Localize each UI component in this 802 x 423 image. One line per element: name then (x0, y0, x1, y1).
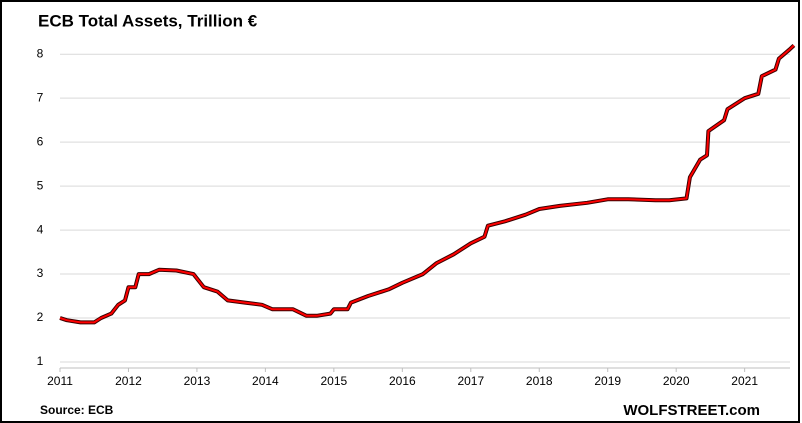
credit: WOLFSTREET.com (623, 402, 760, 419)
x-tick-label: 2019 (594, 374, 621, 388)
x-tick-label: 2012 (115, 374, 142, 388)
x-tick-label: 2021 (731, 374, 758, 388)
x-tick-label: 2018 (526, 374, 553, 388)
y-tick-label: 4 (37, 222, 44, 236)
y-tick-label: 7 (37, 90, 44, 104)
x-tick-label: 2017 (457, 374, 484, 388)
source: Source: ECB (40, 403, 114, 417)
x-tick-label: 2015 (321, 374, 348, 388)
y-tick-label: 1 (37, 354, 44, 368)
y-tick-label: 5 (37, 178, 44, 192)
x-tick-label: 2013 (184, 374, 211, 388)
y-tick-label: 6 (37, 134, 44, 148)
x-tick-label: 2011 (47, 374, 73, 388)
x-tick-label: 2020 (663, 374, 690, 388)
y-tick-label: 8 (37, 46, 44, 60)
line-outline (59, 43, 796, 325)
line (59, 44, 795, 324)
x-tick-label: 2014 (252, 374, 279, 388)
y-tick-label: 3 (37, 266, 44, 280)
y-tick-label: 2 (37, 310, 44, 324)
x-tick-label: 2016 (389, 374, 416, 388)
chart-title: ECB Total Assets, Trillion € (38, 11, 258, 30)
